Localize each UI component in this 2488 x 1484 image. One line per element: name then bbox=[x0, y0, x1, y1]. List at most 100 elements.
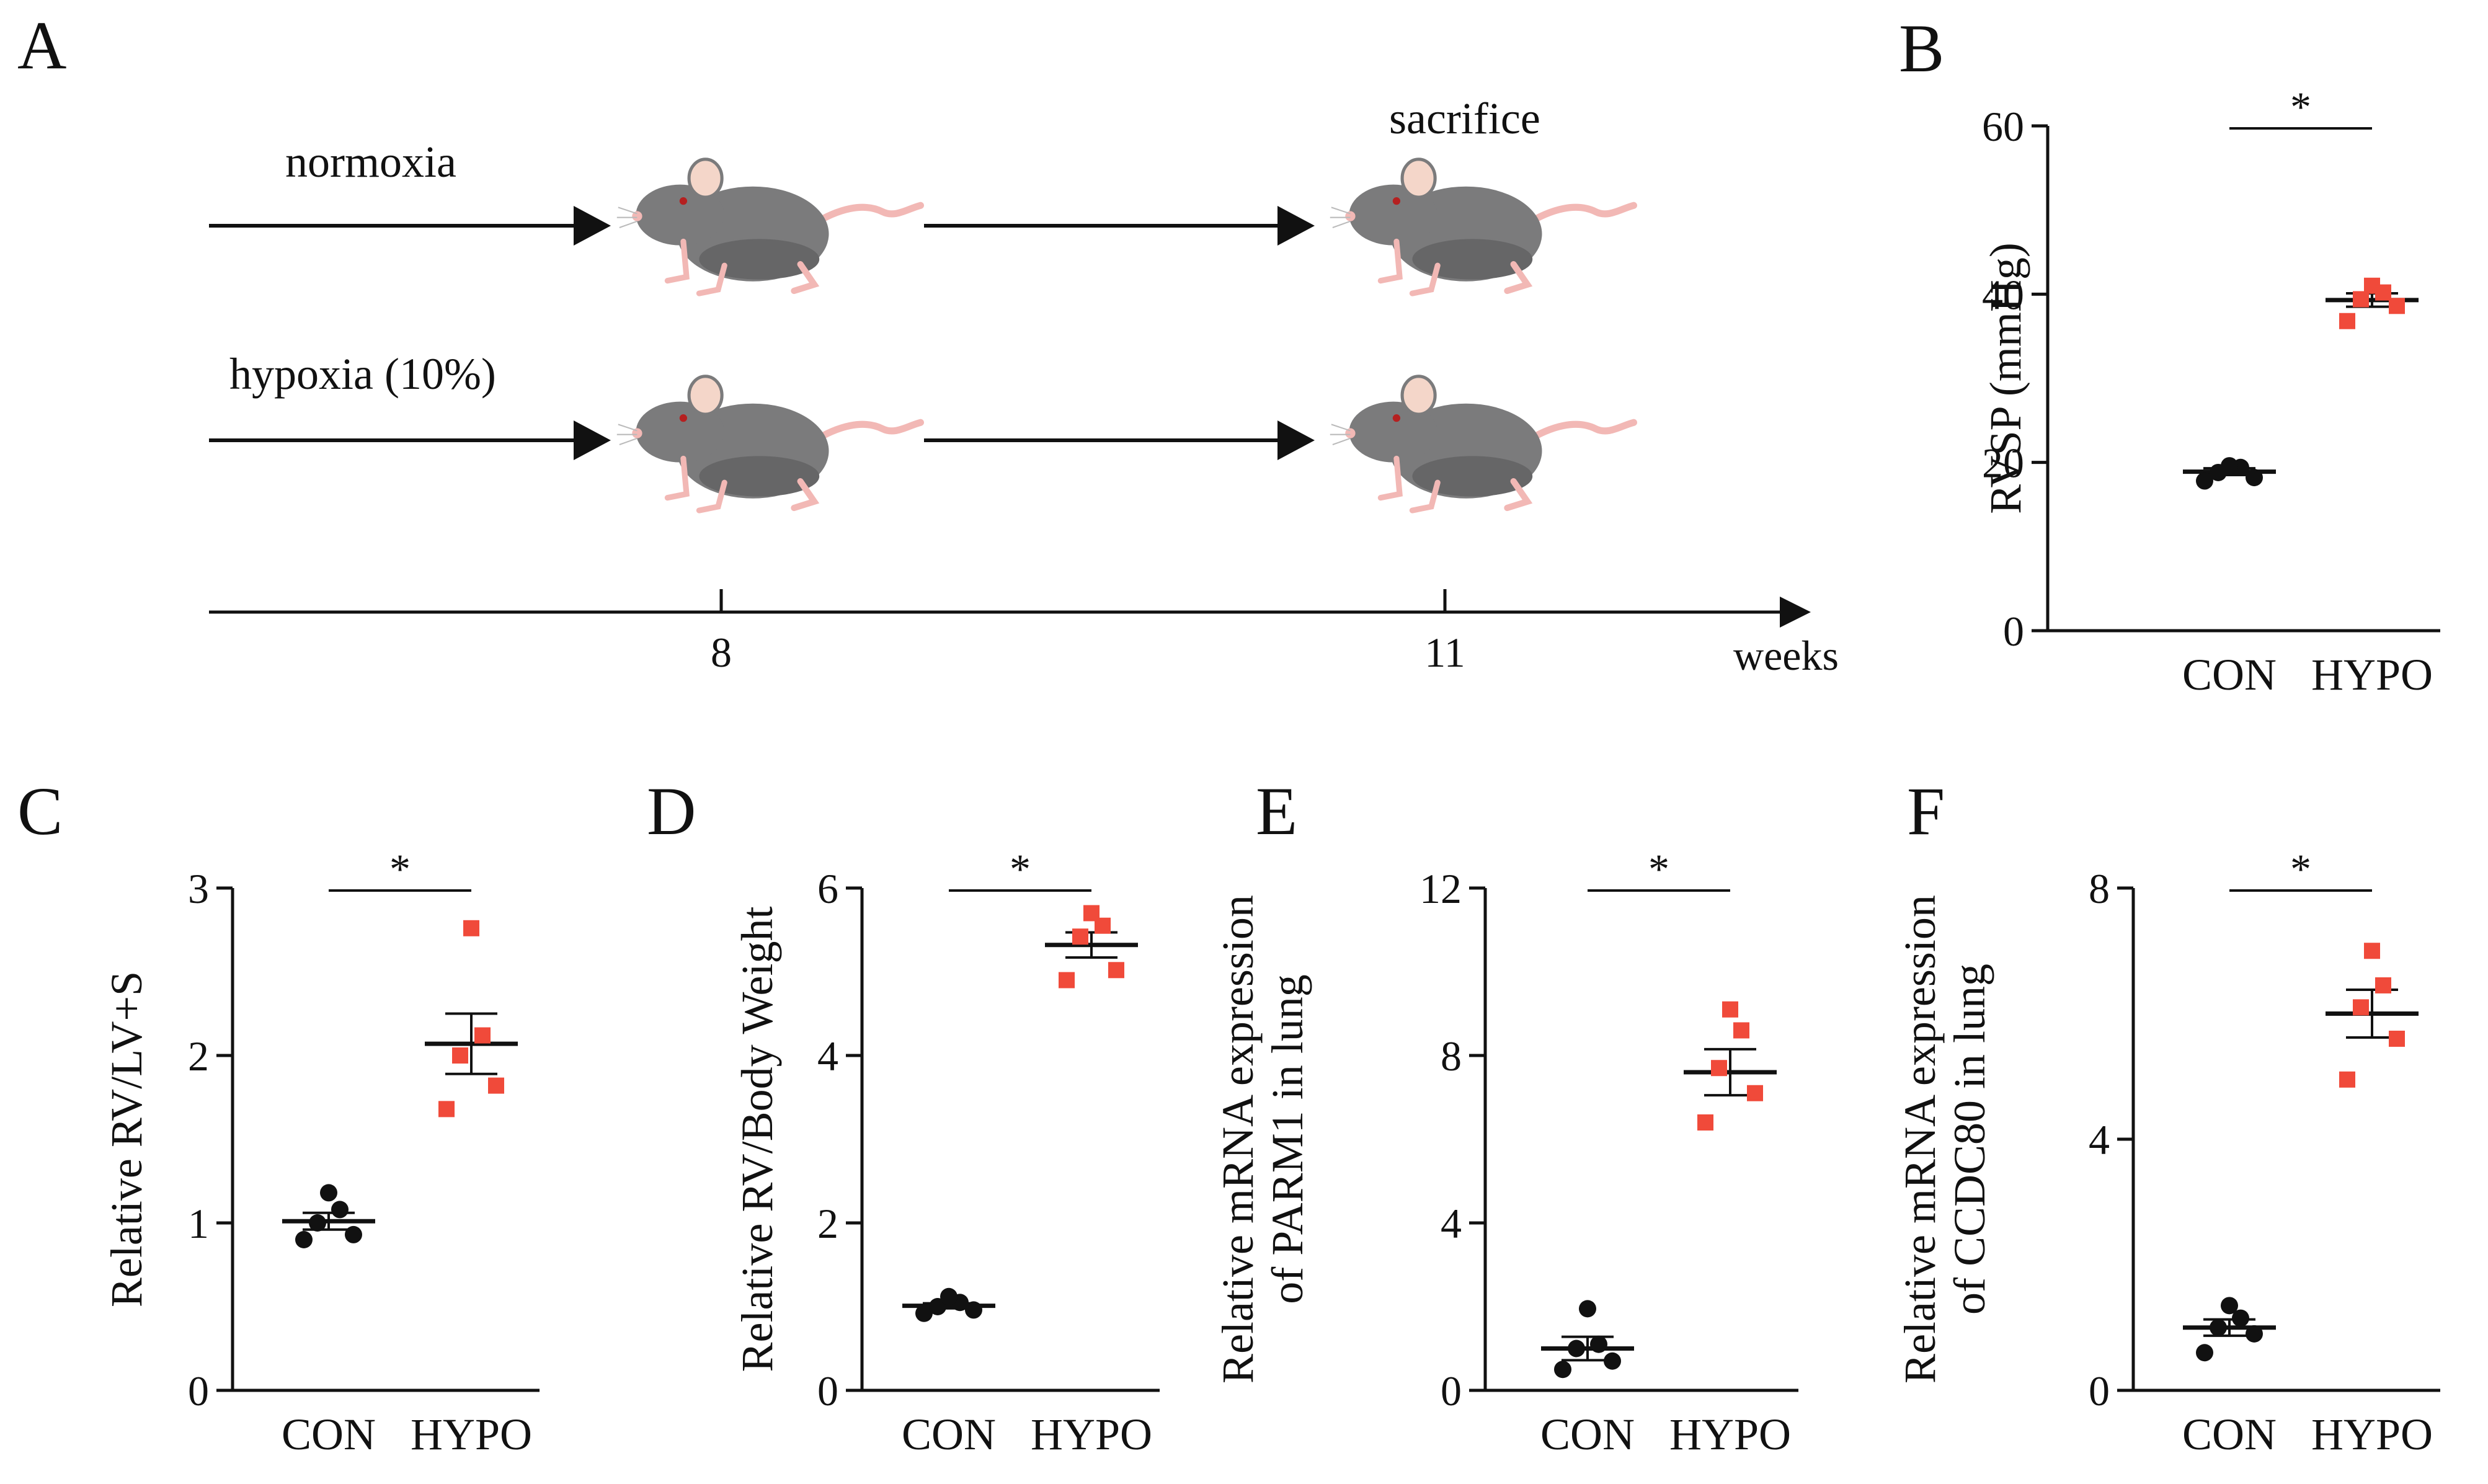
chart-rv-lv-s: 0 1 2 3 Relative RV/LV+S CON HYPO * bbox=[102, 845, 540, 1459]
data-point-hypo bbox=[2389, 298, 2405, 314]
mouse-icon bbox=[1330, 376, 1634, 510]
data-point-con bbox=[929, 1298, 946, 1315]
y-tick-label: 6 bbox=[817, 865, 838, 912]
panel-label-e: E bbox=[1256, 773, 1297, 849]
timeline-row-normoxia: normoxia bbox=[209, 137, 1633, 293]
y-tick-label: 4 bbox=[1441, 1200, 1462, 1247]
data-point-con bbox=[2210, 1318, 2227, 1336]
y-tick-label: 0 bbox=[1441, 1367, 1462, 1415]
timeline-tick-label: 11 bbox=[1424, 629, 1465, 676]
x-category-label: CON bbox=[902, 1410, 996, 1459]
data-point-con bbox=[1604, 1352, 1621, 1370]
data-point-con bbox=[2232, 1309, 2249, 1327]
significance-star: * bbox=[2290, 845, 2311, 892]
x-category-label: CON bbox=[282, 1410, 376, 1459]
y-tick-label: 8 bbox=[1441, 1033, 1462, 1080]
data-point-con bbox=[2196, 1344, 2213, 1362]
y-axis-label: RVSP (mmHg) bbox=[1981, 242, 2030, 514]
data-point-con bbox=[940, 1287, 957, 1305]
data-point-con bbox=[2221, 457, 2238, 475]
chart-rvsp: 0 20 40 60 RVSP (mmHg) CON HYPO * bbox=[1981, 83, 2440, 700]
data-point-hypo bbox=[2375, 977, 2391, 993]
x-category-label: CON bbox=[1540, 1410, 1635, 1459]
x-category-label: HYPO bbox=[411, 1410, 532, 1459]
y-tick-label: 0 bbox=[2089, 1367, 2110, 1415]
significance-star: * bbox=[389, 845, 411, 892]
y-tick-label: 4 bbox=[817, 1033, 838, 1080]
timeline-row-hypoxia: hypoxia (10%) bbox=[209, 349, 1633, 510]
y-tick-label: 0 bbox=[188, 1367, 209, 1415]
y-axis-label: Relative mRNA expression bbox=[1213, 895, 1263, 1384]
data-point-hypo bbox=[1059, 972, 1075, 989]
data-point-hypo bbox=[438, 1101, 455, 1117]
panel-label-d: D bbox=[647, 773, 696, 849]
data-point-hypo bbox=[1722, 1001, 1738, 1018]
panel-label-a: A bbox=[17, 7, 66, 83]
chart-rv-body-weight: 0 2 4 6 Relative RV/Body Weight CON HYPO * bbox=[732, 845, 1160, 1459]
data-point-hypo bbox=[2389, 1031, 2405, 1047]
y-tick-label: 60 bbox=[1982, 103, 2024, 150]
significance-star: * bbox=[2290, 83, 2311, 130]
timeline-row-label: normoxia bbox=[285, 137, 456, 187]
y-tick-label: 12 bbox=[1419, 865, 1462, 912]
data-point-hypo bbox=[1747, 1085, 1763, 1101]
mouse-icon bbox=[617, 159, 921, 293]
chart-ccdc80-expression: 0 4 8 Relative mRNA expression of CCDC80 in … bbox=[1895, 845, 2440, 1459]
panel-label-b: B bbox=[1899, 11, 1944, 86]
data-point-con bbox=[2246, 469, 2263, 487]
x-category-label: HYPO bbox=[2311, 1410, 2433, 1459]
y-tick-label: 2 bbox=[817, 1200, 838, 1247]
data-point-hypo bbox=[2339, 313, 2355, 329]
timeline-axis-unit: weeks bbox=[1733, 632, 1839, 679]
timeline-row-label: hypoxia (10%) bbox=[229, 349, 496, 399]
data-point-hypo bbox=[474, 1027, 491, 1044]
data-point-hypo bbox=[1108, 962, 1124, 979]
y-tick-label: 8 bbox=[2089, 865, 2110, 912]
data-point-con bbox=[965, 1301, 982, 1319]
y-axis-label: of PARM1 in lung bbox=[1263, 974, 1312, 1304]
data-point-con bbox=[1579, 1300, 1596, 1318]
data-point-con bbox=[1590, 1335, 1607, 1353]
data-point-con bbox=[309, 1214, 326, 1232]
data-point-hypo bbox=[2339, 1071, 2355, 1088]
data-point-hypo bbox=[463, 920, 479, 936]
significance-star: * bbox=[1648, 845, 1669, 892]
timeline-axis: 8 11 weeks bbox=[209, 589, 1839, 679]
data-point-con bbox=[295, 1231, 313, 1248]
y-axis-label: Relative RV/Body Weight bbox=[732, 906, 782, 1372]
data-point-hypo bbox=[1733, 1022, 1749, 1039]
x-category-label: HYPO bbox=[1031, 1410, 1152, 1459]
data-point-con bbox=[1554, 1361, 1571, 1379]
data-point-hypo bbox=[2353, 291, 2369, 308]
y-tick-label: 3 bbox=[188, 865, 209, 912]
x-category-label: HYPO bbox=[1669, 1410, 1791, 1459]
data-point-hypo bbox=[1072, 928, 1088, 945]
data-point-hypo bbox=[1083, 905, 1100, 922]
y-tick-label: 0 bbox=[817, 1367, 838, 1415]
data-point-hypo bbox=[2364, 943, 2380, 959]
y-tick-label: 4 bbox=[2089, 1116, 2110, 1163]
data-point-hypo bbox=[488, 1077, 504, 1094]
data-point-hypo bbox=[2353, 999, 2369, 1016]
data-point-hypo bbox=[1697, 1114, 1713, 1131]
panel-label-f: F bbox=[1907, 773, 1945, 849]
data-point-hypo bbox=[2364, 277, 2380, 294]
sacrifice-label: sacrifice bbox=[1389, 94, 1540, 143]
x-category-label: CON bbox=[2182, 650, 2277, 700]
data-point-con bbox=[331, 1201, 349, 1219]
data-point-con bbox=[2246, 1325, 2263, 1343]
y-tick-label: 0 bbox=[2003, 608, 2024, 655]
mouse-icon bbox=[1330, 159, 1634, 293]
y-tick-label: 2 bbox=[188, 1033, 209, 1080]
y-tick-label: 40 bbox=[1982, 271, 2024, 318]
y-axis-label: Relative mRNA expression bbox=[1895, 895, 1945, 1384]
data-point-con bbox=[1568, 1340, 1585, 1357]
y-tick-label: 20 bbox=[1982, 440, 2024, 487]
data-point-hypo bbox=[1711, 1060, 1727, 1077]
timeline-tick-label: 8 bbox=[711, 629, 732, 676]
data-point-con bbox=[2196, 472, 2213, 490]
data-point-con bbox=[2221, 1297, 2238, 1315]
data-point-con bbox=[915, 1304, 933, 1322]
y-tick-label: 1 bbox=[188, 1200, 209, 1247]
